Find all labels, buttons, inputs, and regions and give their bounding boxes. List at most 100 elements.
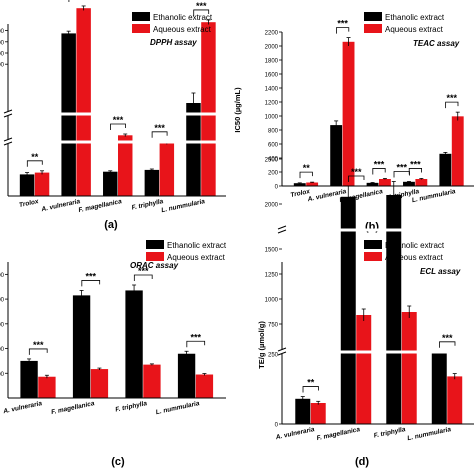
panel-label: (a): [104, 219, 118, 231]
bar-ethanolic-1: [340, 196, 356, 424]
significance-bracket-3: [439, 341, 456, 348]
legend-label-0: Ethanolic extract: [153, 13, 213, 22]
significance-bracket-0: [299, 171, 313, 179]
y-tick-label-4: 1250: [265, 273, 279, 279]
y-tick-label-5: 1500: [265, 248, 279, 254]
axis-break-1-mark-bottom: [3, 141, 13, 146]
bar-aqueous-2: [143, 364, 161, 398]
axis-break-1: [3, 137, 13, 146]
panel-2: [279, 12, 464, 187]
legend-swatch-0: [132, 12, 150, 21]
bar-aqueous-4: [201, 22, 216, 197]
significance-bracket-2: [110, 123, 126, 130]
bar-aqueous-3: [159, 143, 175, 196]
y-tick-label-3: 600: [0, 63, 5, 69]
y-tick-label-8: 1600: [265, 73, 279, 79]
axis-break-0-mark-bottom: [277, 351, 287, 356]
bar-ethanolic-4: [439, 153, 452, 186]
x-tick-label-2: F. triphylla: [373, 426, 406, 440]
bar-aqueous-0: [34, 172, 50, 196]
legend-swatch-1: [364, 252, 382, 261]
legend-swatch-1: [132, 24, 150, 33]
significance-label-1: ***: [85, 271, 96, 281]
significance-label-2: ***: [113, 115, 124, 125]
y-tick-label-3: 000: [0, 298, 5, 304]
significance-label-3: ***: [154, 123, 165, 133]
y-tick-label-1: 400: [0, 40, 5, 46]
y-tick-label-2: 750: [268, 323, 279, 329]
bar-ethanolic-0: [293, 183, 306, 186]
axis-break-0-gap: [279, 350, 285, 354]
bar-ethanolic-4: [186, 103, 201, 196]
bar-ethanolic-3: [403, 181, 415, 186]
x-tick-label-4: L. nummularia: [161, 198, 206, 214]
x-tick-label-2: F. triphylla: [115, 400, 148, 414]
significance-bracket-1: [336, 27, 350, 34]
significance-bracket-0: [26, 160, 43, 167]
legend-swatch-0: [364, 12, 382, 21]
significance-bracket-4: [445, 101, 459, 109]
significance-label-4: ***: [447, 93, 458, 103]
x-tick-label-0: A. vulneraria: [2, 400, 43, 415]
bar-aqueous-2: [118, 135, 133, 196]
axis-break-1-gap: [5, 140, 11, 144]
y-tick-label-1: 250: [268, 353, 279, 359]
y-tick-label-6: 2000: [265, 203, 279, 209]
bar-ethanolic-2: [125, 290, 143, 398]
axis-break-1: [277, 225, 287, 234]
bar-aqueous-3: [447, 376, 463, 424]
significance-bracket-0: [302, 386, 319, 393]
significance-label-3: ***: [442, 333, 453, 343]
y-tick-label-3: 1000: [265, 298, 279, 304]
x-tick-label-3: L. nummularia: [155, 400, 200, 416]
significance-label-2: ***: [396, 163, 407, 173]
axis-break-1-mark-top: [3, 137, 13, 142]
significance-label-1: ***: [351, 167, 362, 177]
significance-label-0: ***: [33, 340, 44, 350]
significance-bracket-1: [81, 280, 101, 287]
y-tick-label-7: 2500: [265, 158, 279, 164]
chart-title: ECL assay: [420, 267, 461, 276]
bar-ethanolic-0: [295, 398, 311, 424]
axis-break-1-mark-top: [277, 225, 287, 230]
bar-aqueous-3: [415, 179, 428, 186]
axis-break-0-mark-top: [277, 347, 287, 352]
legend-label-1: Aqueous extract: [385, 25, 444, 34]
axis-break-0: [3, 109, 13, 118]
chart-title: ORAC assay: [130, 261, 179, 270]
legend-label-1: Aqueous extract: [167, 253, 226, 262]
x-tick-label-0: A. vulneraria: [274, 426, 315, 441]
y-tick-label-6: 1200: [265, 101, 279, 107]
x-tick-label-0: Trolox: [18, 198, 39, 209]
axis-break-1-mark-bottom: [277, 229, 287, 234]
y-tick-label-5: 1000: [265, 115, 279, 121]
bar-aqueous-4: [451, 116, 464, 186]
bar-aqueous-1: [90, 369, 109, 398]
significance-label-2: ***: [374, 159, 385, 169]
legend-label-0: Ethanolic extract: [385, 241, 445, 250]
significance-label-0: **: [303, 163, 311, 173]
bar-ethanolic-0: [19, 174, 35, 196]
chart-title: TEAC assay: [413, 39, 460, 48]
bar-aqueous-3: [195, 374, 214, 398]
x-tick-label-1: F. magellanica: [316, 426, 361, 442]
significance-bracket-3: [186, 340, 206, 348]
y-tick-label-0: 300: [0, 29, 5, 35]
legend-swatch-0: [146, 240, 164, 249]
y-tick-label-4: 800: [268, 129, 279, 135]
y-tick-label-9: 1800: [265, 59, 279, 65]
y-tick-label-1: 000: [0, 347, 5, 353]
significance-label-0: **: [31, 152, 39, 162]
significance-bracket-1: [68, 0, 70, 2]
bar-ethanolic-3: [177, 353, 196, 398]
panel-label: (c): [111, 456, 125, 468]
significance-bracket-0: [28, 348, 48, 355]
axis-break-0-mark-bottom: [3, 113, 13, 118]
bar-aqueous-0: [38, 376, 56, 398]
axis-break-1-gap: [279, 228, 285, 232]
bar-ethanolic-1: [72, 295, 91, 398]
y-tick-label-10: 2000: [265, 45, 279, 51]
legend-swatch-1: [364, 24, 382, 33]
significance-bracket-1: [348, 175, 365, 182]
